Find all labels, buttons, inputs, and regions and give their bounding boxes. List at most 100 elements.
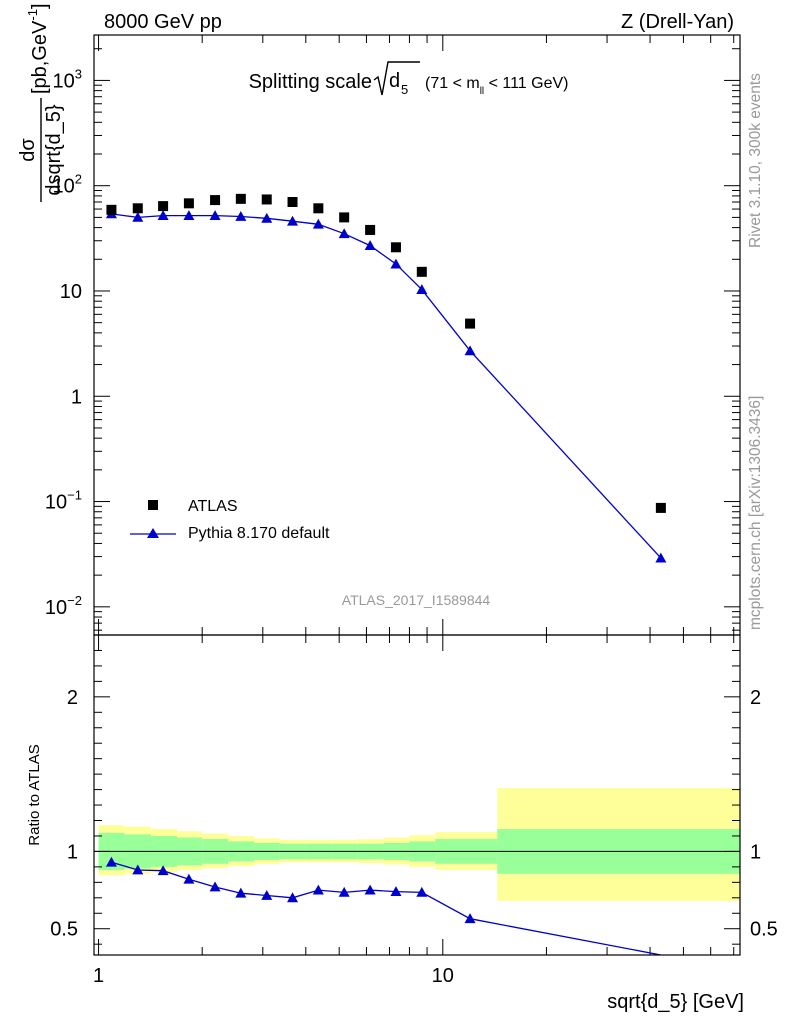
atlas-point xyxy=(158,201,169,212)
atlas-point xyxy=(235,193,246,204)
ratio-y-tick-label-left: 2 xyxy=(67,687,78,709)
title-range-pre: (71 < m xyxy=(425,75,480,92)
ylabel-units-sup: -1 xyxy=(25,9,40,21)
pythia-point xyxy=(183,210,195,220)
header-left: 8000 GeV pp xyxy=(104,11,222,33)
legend-atlas-label: ATLAS xyxy=(188,498,238,515)
ratio-y-label: Ratio to ATLAS xyxy=(26,744,43,845)
analysis-watermark: ATLAS_2017_I1589844 xyxy=(342,592,491,608)
ylabel-units: [pb,GeV-1] xyxy=(25,3,51,94)
title-subscript: 5 xyxy=(401,82,408,97)
ratio-series xyxy=(105,856,662,955)
ylabel-units-post: ] xyxy=(29,3,51,9)
y-tick-label-base: 10 xyxy=(45,597,67,619)
atlas-point xyxy=(261,194,272,205)
ratio-pythia-point xyxy=(287,892,299,903)
pythia-point xyxy=(209,210,221,220)
y-tick-label-base: 10 xyxy=(45,492,67,514)
pythia-point xyxy=(157,210,169,220)
ylabel-units-pre: [pb,GeV xyxy=(29,20,51,94)
legend-pythia-label: Pythia 8.170 default xyxy=(188,525,330,542)
ratio-pythia-point xyxy=(183,873,195,884)
main-plot-series xyxy=(105,193,667,563)
atlas-point xyxy=(106,204,117,215)
main-plot-frame xyxy=(93,34,741,636)
ratio-plot-frame xyxy=(93,634,741,956)
ratio-pythia-point xyxy=(235,887,247,898)
title-symbol: d xyxy=(389,70,400,92)
pythia-point xyxy=(261,212,273,223)
atlas-point xyxy=(465,318,476,329)
y-tick-label-base: 1 xyxy=(71,386,82,408)
pythia-point xyxy=(235,210,247,221)
title-text: Splitting scale xyxy=(249,71,372,93)
pythia-point xyxy=(655,552,667,563)
ratio-pythia-point xyxy=(132,864,144,875)
title-range-post: < 111 GeV) xyxy=(484,75,568,92)
x-tick-label: 10 xyxy=(432,965,454,987)
ratio-y-tick-label-right: 0.5 xyxy=(750,919,778,941)
pythia-point xyxy=(364,240,376,250)
y-tick-label: 10 xyxy=(60,281,82,303)
atlas-point xyxy=(339,212,350,223)
pythia-point xyxy=(416,284,428,295)
ylabel-numerator: dσ xyxy=(17,138,39,162)
title-range-sub: ll xyxy=(480,86,484,97)
y-tick-label-base: 10 xyxy=(60,281,82,303)
y-tick-label: 102 xyxy=(53,172,82,198)
atlas-point xyxy=(132,203,143,214)
atlas-point xyxy=(183,198,194,209)
ratio-pythia-point xyxy=(390,886,402,897)
y-tick-label-exponent: 2 xyxy=(75,172,82,187)
ratio-pythia-point xyxy=(364,884,376,895)
ratio-pythia-point xyxy=(105,856,117,867)
legend: ATLAS Pythia 8.170 default xyxy=(130,498,330,542)
atlas-point xyxy=(287,197,298,208)
ratio-pythia-point xyxy=(157,865,169,876)
y-tick-label: 1 xyxy=(71,386,82,408)
mcplots-label: mcplots.cern.ch [arXiv:1306.3436] xyxy=(747,396,764,630)
legend-pythia-marker xyxy=(147,528,159,538)
pythia-point xyxy=(287,215,299,226)
rivet-label: Rivet 3.1.10, 300k events xyxy=(747,73,764,248)
title-range: (71 < mll < 111 GeV) xyxy=(425,75,568,97)
ratio-y-tick-label-right: 2 xyxy=(750,687,761,709)
ratio-pythia-point xyxy=(312,884,324,895)
atlas-point xyxy=(210,195,221,206)
pythia-point xyxy=(338,228,350,239)
y-tick-label-exponent: −1 xyxy=(67,488,82,503)
y-tick-label: 10−2 xyxy=(45,593,82,619)
header-right: Z (Drell-Yan) xyxy=(621,11,734,33)
ratio-pythia-point xyxy=(416,886,428,897)
ratio-axis-ticks: 0.5 0.5 1 1 2 2 1 10 xyxy=(50,634,778,987)
main-plot-title: Splitting scale d 5 (71 < mll < 111 GeV) xyxy=(249,61,568,97)
atlas-point xyxy=(390,242,401,253)
y-tick-label-exponent: 3 xyxy=(75,66,82,81)
y-tick-label: 10−1 xyxy=(45,488,82,514)
y-tick-label-exponent: −2 xyxy=(67,593,82,608)
ratio-y-tick-label-right: 1 xyxy=(750,841,761,863)
atlas-point xyxy=(365,224,376,235)
y-tick-label-base: 10 xyxy=(53,176,75,198)
legend-atlas-marker xyxy=(148,500,158,510)
ylabel-denominator: dsqrt{d_5} xyxy=(43,104,65,196)
y-tick-label: 103 xyxy=(53,66,82,92)
x-tick-label: 1 xyxy=(93,965,104,987)
x-axis-label: sqrt{d_5} [GeV] xyxy=(607,991,744,1013)
atlas-point xyxy=(313,203,324,214)
ratio-pythia-point xyxy=(261,889,273,900)
ratio-uncertainty-bands xyxy=(94,788,740,901)
main-y-label: dσ dsqrt{d_5} [pb,GeV-1] xyxy=(17,3,65,202)
pythia-point xyxy=(312,218,324,229)
ratio-pythia-point xyxy=(209,881,221,892)
ratio-pythia-point xyxy=(338,886,350,897)
ratio-pythia-point xyxy=(464,913,476,924)
atlas-point xyxy=(655,502,666,513)
y-tick-label-base: 10 xyxy=(53,70,75,92)
pythia-point xyxy=(390,258,402,269)
atlas-point xyxy=(416,266,427,277)
pythia-point xyxy=(464,345,476,356)
ratio-y-tick-label-left: 0.5 xyxy=(50,919,78,941)
